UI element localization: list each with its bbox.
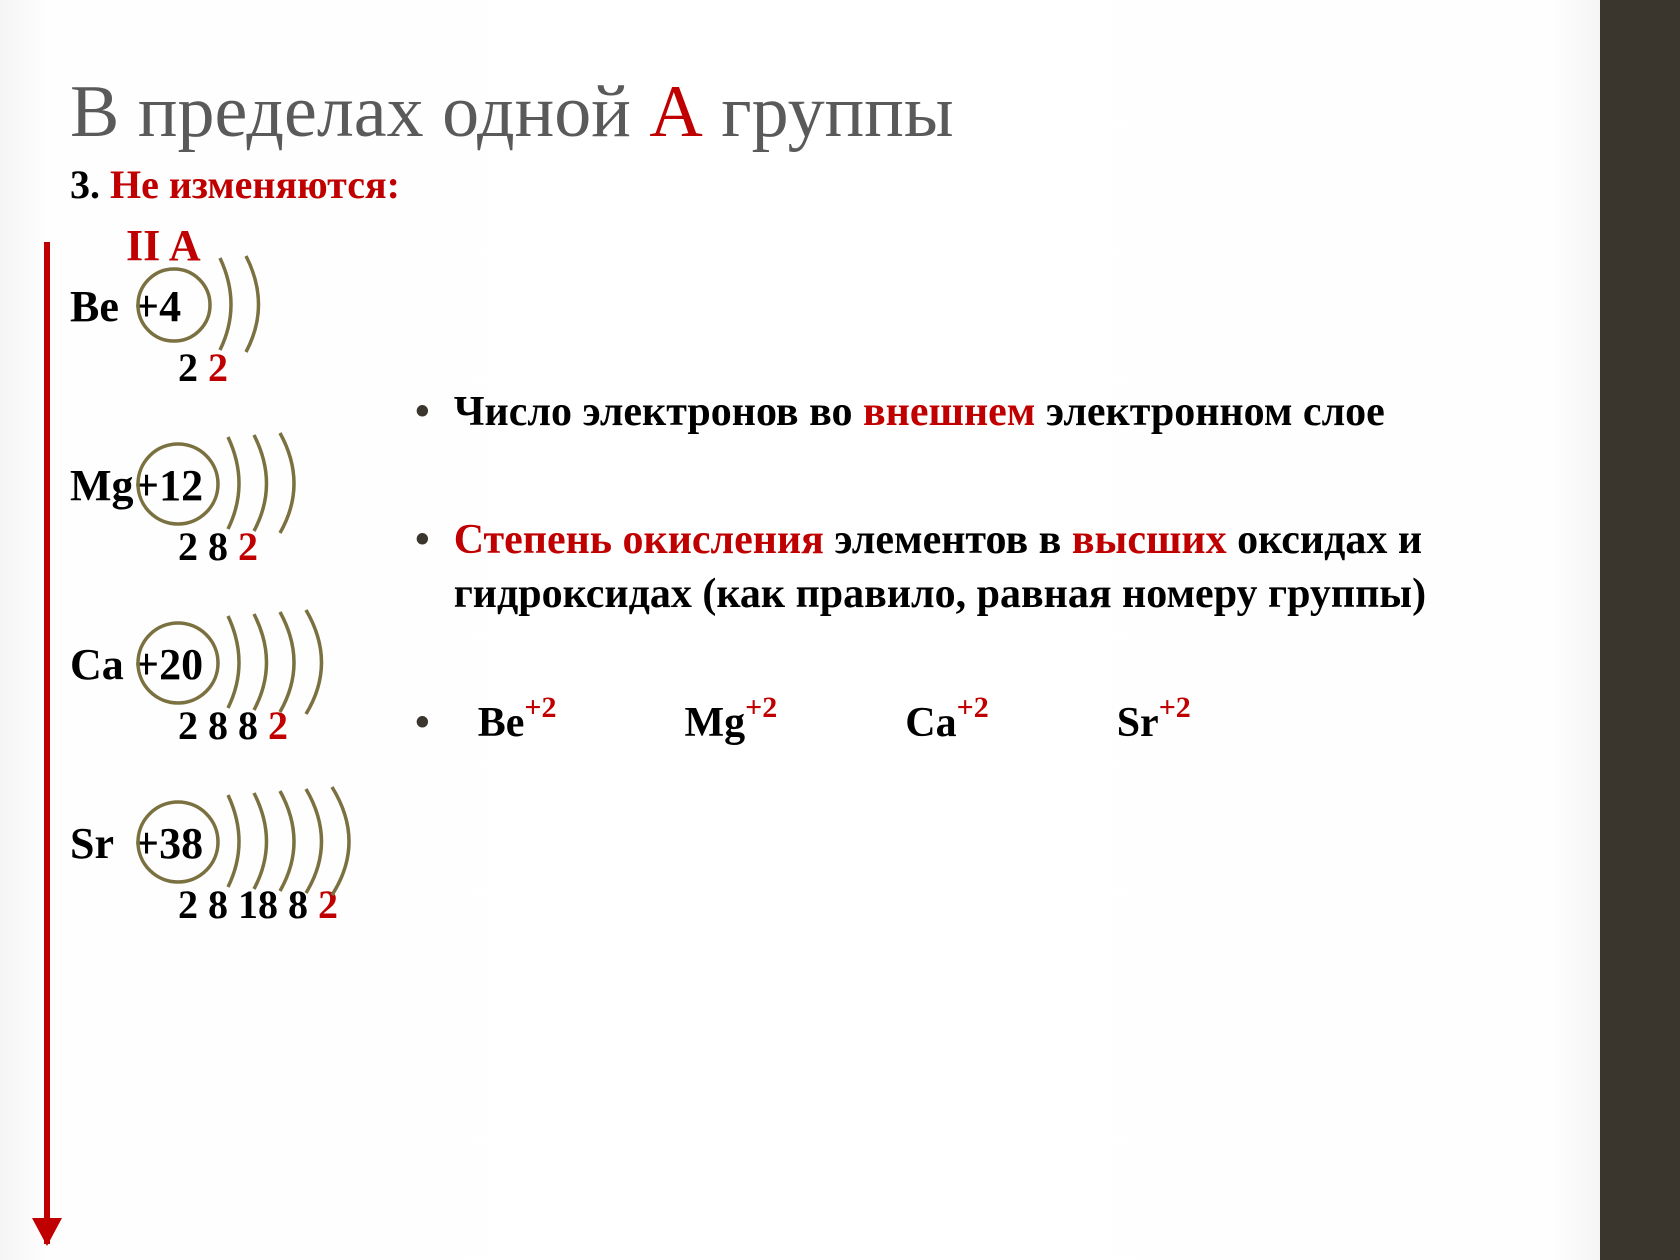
- element-symbol: Mg: [70, 460, 134, 511]
- bullet-item: • Число электронов во внешнем электронном…: [415, 386, 1515, 440]
- subtitle-number: 3.: [70, 162, 100, 207]
- ions-row: • Be+2 Mg+2 Ca+2 Sr+2: [415, 695, 1515, 747]
- slide-title: В пределах одной А группы: [70, 70, 1560, 155]
- ion-mg: Mg+2: [684, 695, 777, 747]
- bullet-text: Степень окисления элементов в высших окс…: [454, 514, 1515, 622]
- content-area: • Число электронов во внешнем электронном…: [415, 386, 1515, 747]
- ion-charge: +2: [524, 691, 556, 724]
- sidebar-accent: [1600, 0, 1680, 1260]
- element-mg: Mg +12 2 8 2: [70, 451, 410, 570]
- bullet-dot-icon: •: [415, 514, 430, 568]
- element-sr: Sr +38 2 8 18 8 2: [70, 809, 410, 928]
- element-symbol: Ca: [70, 639, 134, 690]
- bullet-text: Число электронов во внешнем электронном …: [454, 386, 1385, 440]
- bullet-dot-icon: •: [415, 699, 430, 747]
- ion-charge: +2: [1159, 691, 1191, 724]
- down-arrow-icon: [44, 242, 50, 1244]
- ion-charge: +2: [957, 691, 989, 724]
- title-part1: В пределах одной: [70, 71, 649, 153]
- subtitle-text: Не изменяются:: [100, 162, 400, 207]
- bullet-item: • Степень окисления элементов в высших ок…: [415, 514, 1515, 622]
- title-part2: группы: [703, 71, 954, 153]
- atom-diagram-icon: [132, 787, 472, 907]
- title-accent: А: [649, 71, 702, 153]
- element-be: Be +4 2 2: [70, 272, 410, 391]
- bullet-list: • Число электронов во внешнем электронном…: [415, 386, 1515, 621]
- ion-charge: +2: [745, 691, 777, 724]
- ion-ca: Ca+2: [905, 695, 988, 747]
- ion-be: Be+2: [478, 695, 557, 747]
- subtitle: 3. Не изменяются:: [70, 161, 1560, 208]
- bullet-dot-icon: •: [415, 386, 430, 440]
- element-symbol: Sr: [70, 818, 134, 869]
- atom-diagram-icon: [132, 250, 472, 370]
- element-symbol: Be: [70, 281, 134, 332]
- ion-sr: Sr+2: [1117, 695, 1191, 747]
- slide: В пределах одной А группы 3. Не изменяют…: [0, 0, 1600, 1260]
- elements-column: Be +4 2 2 Mg +12 2 8 2 Ca +20 2 8 8 2 Sr…: [70, 272, 410, 988]
- element-ca: Ca +20 2 8 8 2: [70, 630, 410, 749]
